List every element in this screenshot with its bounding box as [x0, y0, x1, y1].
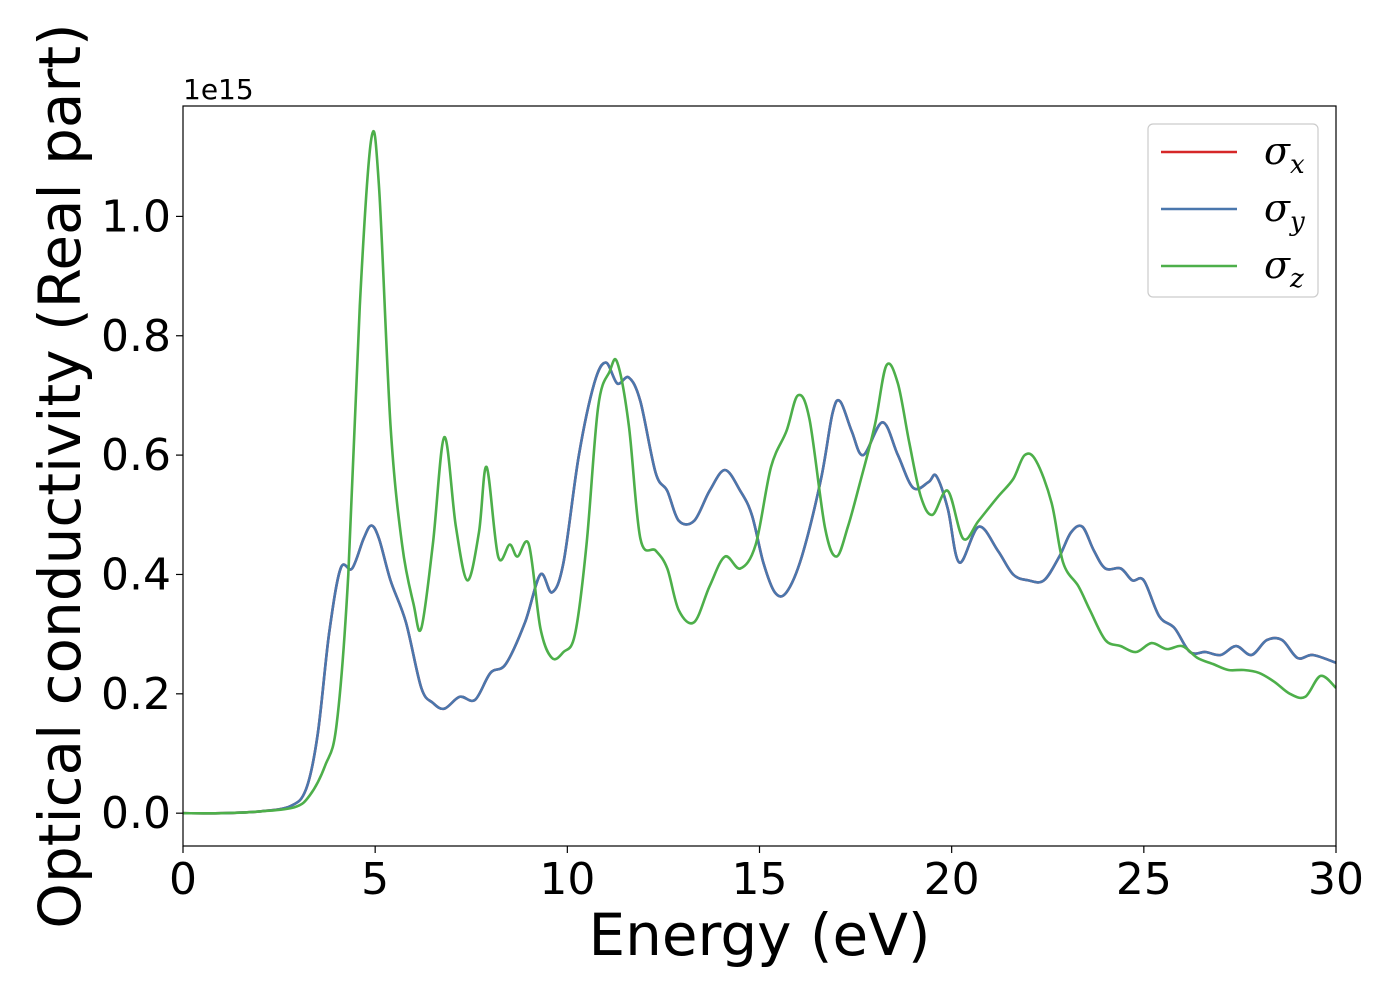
x-tick-label: 10 [539, 854, 595, 905]
y-tick-label: 0.6 [101, 430, 171, 481]
series-line-x [182, 361, 1337, 815]
legend-label-subscript: z [1289, 264, 1304, 294]
y-axis-ticks: 0.0 0.2 0.4 0.6 0.8 1.0 [101, 191, 183, 839]
y-axis-label: Optical conductivity (Real part) [26, 23, 94, 928]
y-tick-label: 0.0 [101, 788, 171, 839]
x-axis-ticks: 0 5 10 15 20 25 30 [169, 846, 1364, 905]
legend-label-symbol: σ [1264, 243, 1291, 287]
legend-label-subscript: x [1290, 150, 1305, 180]
series-layer [182, 130, 1337, 815]
legend-label-x: σx [1264, 129, 1305, 180]
legend-label-y: σy [1264, 186, 1305, 237]
y-tick-label: 0.2 [101, 669, 171, 720]
x-tick-label: 0 [169, 854, 197, 905]
x-tick-label: 5 [361, 854, 389, 905]
legend-label-symbol: σ [1264, 129, 1291, 173]
x-tick-label: 15 [732, 854, 788, 905]
legend-label-symbol: σ [1264, 186, 1291, 230]
legend-label-z: σz [1264, 243, 1304, 294]
y-offset-label: 1e15 [183, 73, 254, 106]
legend-box [1147, 123, 1319, 298]
x-tick-label: 20 [924, 854, 980, 905]
x-tick-label: 30 [1308, 854, 1364, 905]
y-tick-label: 0.4 [101, 549, 171, 600]
legend-label-subscript: y [1289, 207, 1305, 237]
y-tick-label: 1.0 [101, 191, 171, 242]
series-line-z [182, 130, 1337, 815]
x-tick-label: 25 [1116, 854, 1172, 905]
y-tick-label: 0.8 [101, 311, 171, 362]
series-line-y [182, 361, 1337, 815]
x-axis-label: Energy (eV) [588, 901, 930, 969]
